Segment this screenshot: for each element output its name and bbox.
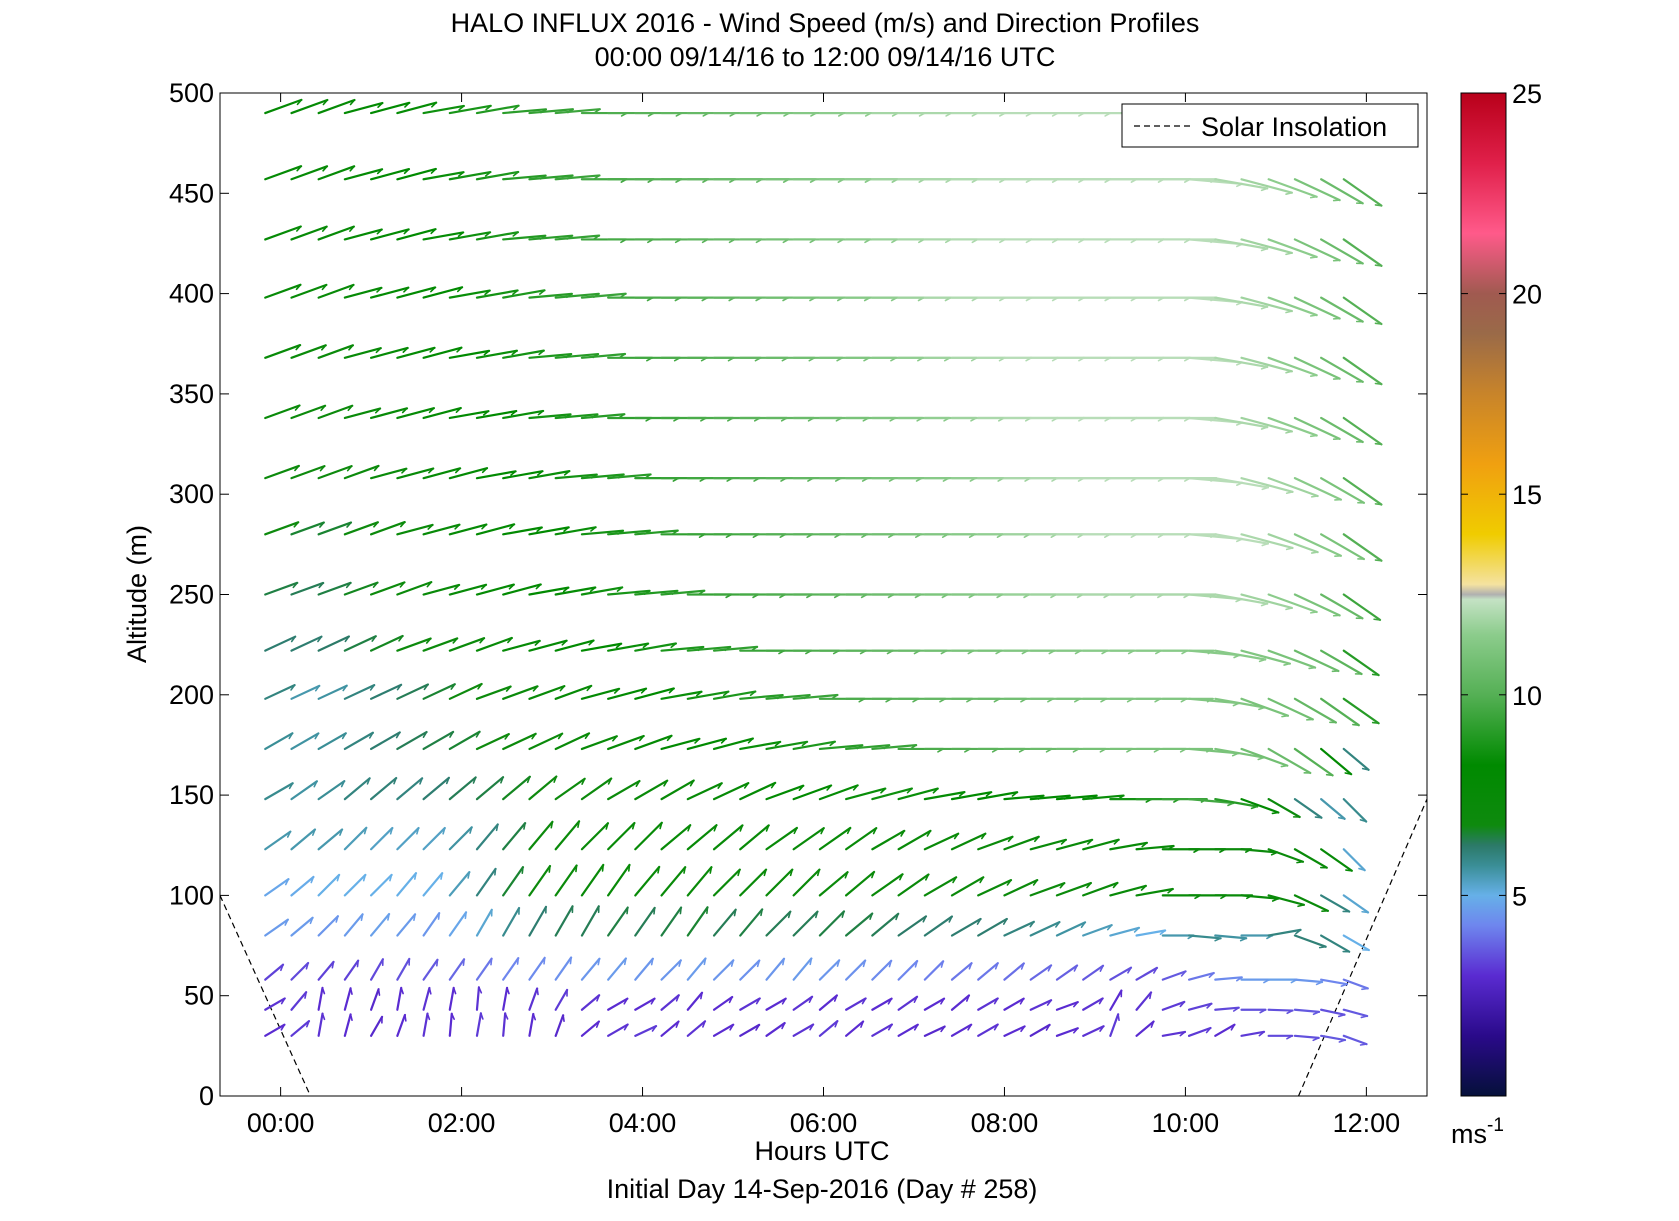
colorbar-tick-label: 20 — [1512, 280, 1542, 310]
wind-vector-head — [495, 869, 496, 875]
wind-vector-head — [1309, 668, 1315, 669]
y-tick-label: 100 — [169, 880, 214, 910]
wind-vector-head — [1374, 619, 1380, 620]
wind-vector-head — [1373, 723, 1379, 724]
wind-vector-head — [1373, 674, 1379, 675]
y-axis-label: Altitude (m) — [122, 525, 152, 663]
wind-vector-head — [544, 958, 545, 964]
wind-vector-head — [1353, 725, 1359, 726]
y-tick-label: 400 — [169, 279, 214, 309]
x-tick-label: 00:00 — [247, 1108, 315, 1138]
wind-vector-head — [563, 1015, 564, 1021]
wind-vector-head — [491, 959, 492, 965]
wind-vector-head — [465, 912, 466, 918]
wind-vector-head — [1346, 870, 1352, 871]
wind-vector-head — [603, 865, 604, 871]
wind-vector-head — [1311, 197, 1317, 198]
legend: Solar Insolation — [1122, 104, 1418, 147]
x-axis-label: Hours UTC — [754, 1136, 889, 1166]
y-tick-label: 300 — [169, 479, 214, 509]
colorbar-tick-label: 10 — [1512, 681, 1542, 711]
wind-vector-head — [1312, 496, 1318, 497]
y-tick-label: 450 — [169, 178, 214, 208]
wind-vector-head — [1375, 265, 1381, 266]
wind-vector-head — [1282, 716, 1288, 717]
wind-vector-head — [627, 908, 628, 914]
y-tick-label: 500 — [169, 78, 214, 108]
wind-vector-head — [1375, 444, 1381, 445]
y-tick-label: 150 — [169, 780, 214, 810]
wind-vector-head — [437, 960, 438, 966]
wind-vector-head — [1362, 912, 1368, 913]
wind-vector-head — [537, 989, 538, 995]
wind-vector-head — [1315, 817, 1321, 818]
wind-vector-head — [570, 958, 571, 964]
wind-vector-head — [379, 989, 380, 995]
wind-vector-head — [549, 866, 550, 872]
colorbar-tick-label: 25 — [1512, 79, 1542, 109]
colorbar-gradient — [1461, 93, 1506, 1096]
wind-vector-head — [1311, 612, 1317, 613]
wind-vector-head — [1311, 375, 1317, 376]
wind-vector-head — [1311, 257, 1317, 258]
wind-vector — [1269, 1010, 1293, 1011]
wind-vector-head — [1375, 504, 1381, 505]
wind-vector-head — [1272, 813, 1278, 814]
y-tick-label: 350 — [169, 379, 214, 409]
colorbar-tick-label: 5 — [1512, 881, 1527, 911]
wind-vector-head — [1320, 947, 1326, 948]
x-tick-label: 06:00 — [790, 1108, 858, 1138]
x-tick-label: 08:00 — [971, 1108, 1039, 1138]
y-tick-label: 0 — [199, 1081, 214, 1111]
wind-vector-head — [576, 866, 577, 872]
wind-vector-head — [1375, 205, 1381, 206]
y-tick-label: 250 — [169, 580, 214, 610]
wind-vector-head — [1297, 862, 1303, 863]
wind-vector-head — [680, 908, 681, 914]
wind-vector-head — [1311, 315, 1317, 316]
colorbar: 5 10 15 20 25 ms-1 — [1451, 79, 1542, 1149]
wind-vector-head — [463, 959, 464, 965]
wind-vector-head — [358, 961, 359, 967]
wind-vector-head — [707, 907, 708, 913]
wind-vector-head — [1281, 766, 1287, 767]
wind-vector-head — [522, 867, 523, 873]
chart-subtitle: 00:00 09/14/16 to 12:00 09/14/16 UTC — [595, 42, 1056, 72]
x-tick-label: 12:00 — [1333, 1108, 1401, 1138]
x-tick-label: 04:00 — [609, 1108, 677, 1138]
y-tick-label: 50 — [184, 981, 214, 1011]
y-tick-label: 200 — [169, 680, 214, 710]
wind-vector-head — [1118, 1014, 1119, 1020]
wind-vector-head — [1312, 552, 1318, 553]
legend-entry-solar: Solar Insolation — [1201, 112, 1387, 142]
chart-title: HALO INFLUX 2016 - Wind Speed (m/s) and … — [451, 8, 1200, 38]
wind-vector-head — [1375, 323, 1381, 324]
wind-vector-head — [405, 1015, 406, 1021]
wind-vector-head — [629, 865, 630, 871]
wind-vector-head — [1311, 435, 1317, 436]
colorbar-unit: ms-1 — [1451, 1115, 1504, 1149]
colorbar-tick-label: 15 — [1512, 480, 1542, 510]
wind-vector-head — [1327, 775, 1333, 776]
wind-vector-head — [1361, 1044, 1367, 1045]
wind-vector-head — [439, 913, 440, 919]
x-tick-label: 02:00 — [428, 1108, 496, 1138]
wind-vector-head — [1375, 384, 1381, 385]
wind-vector-head — [1362, 988, 1368, 989]
footer-label: Initial Day 14-Sep-2016 (Day # 258) — [607, 1174, 1038, 1204]
wind-vector-head — [518, 958, 519, 964]
wind-vector-head — [654, 908, 655, 914]
x-tick-label: 10:00 — [1152, 1108, 1220, 1138]
wind-vector-head — [1375, 560, 1381, 561]
